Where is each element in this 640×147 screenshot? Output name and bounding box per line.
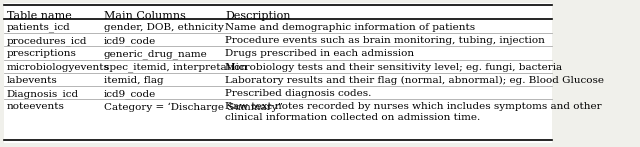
- Text: icd9_code: icd9_code: [104, 36, 156, 46]
- Text: Category = ‘Discharge Summary”: Category = ‘Discharge Summary”: [104, 102, 283, 112]
- Text: generic_drug_name: generic_drug_name: [104, 49, 207, 59]
- Text: patients_icd: patients_icd: [7, 23, 70, 32]
- Text: microbiologyevents: microbiologyevents: [7, 62, 110, 72]
- Text: Drugs prescribed in each admission: Drugs prescribed in each admission: [225, 49, 415, 58]
- Text: Description: Description: [225, 11, 291, 21]
- Text: prescriptions: prescriptions: [7, 49, 77, 58]
- Text: procedures_icd: procedures_icd: [7, 36, 88, 46]
- Text: Procedure events such as brain monitoring, tubing, injection: Procedure events such as brain monitorin…: [225, 36, 545, 45]
- Text: Main Columns: Main Columns: [104, 11, 186, 21]
- Text: gender, DOB, ethnicity: gender, DOB, ethnicity: [104, 23, 223, 32]
- Text: Prescribed diagnosis codes.: Prescribed diagnosis codes.: [225, 89, 372, 98]
- Text: Raw text notes recorded by nurses which includes symptoms and other
clinical inf: Raw text notes recorded by nurses which …: [225, 102, 602, 122]
- FancyBboxPatch shape: [4, 3, 552, 143]
- Text: itemid, flag: itemid, flag: [104, 76, 163, 85]
- Text: labevents: labevents: [7, 76, 58, 85]
- Text: Diagnosis_icd: Diagnosis_icd: [7, 89, 79, 99]
- Text: Table name: Table name: [7, 11, 72, 21]
- Text: icd9_code: icd9_code: [104, 89, 156, 99]
- Text: spec_itemid, interpretation: spec_itemid, interpretation: [104, 62, 247, 72]
- Text: Microbiology tests and their sensitivity level; eg. fungi, bacteria: Microbiology tests and their sensitivity…: [225, 62, 563, 72]
- Text: Name and demographic information of patients: Name and demographic information of pati…: [225, 23, 476, 32]
- Text: Laboratory results and their flag (normal, abnormal); eg. Blood Glucose: Laboratory results and their flag (norma…: [225, 76, 605, 85]
- Text: noteevents: noteevents: [7, 102, 65, 111]
